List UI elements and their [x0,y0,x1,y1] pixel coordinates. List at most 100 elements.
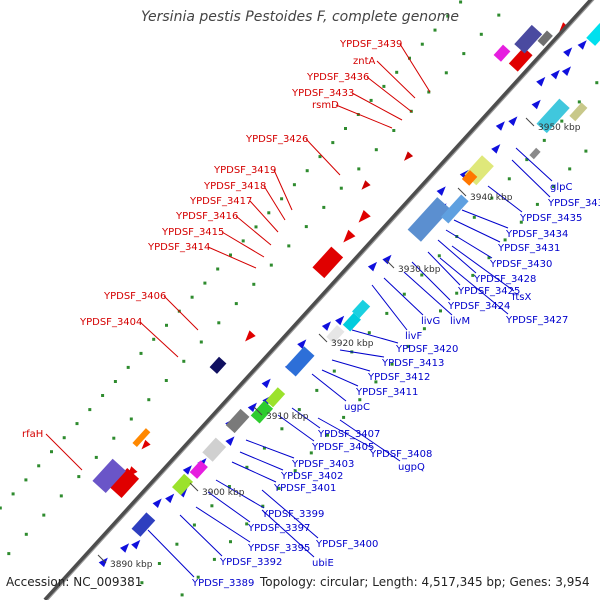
tick-dot [568,167,572,171]
forward-label-leader [261,489,319,539]
forward-gene-arrow [508,116,518,126]
tick-dot [203,281,207,285]
forward-gene-arrow [531,99,541,110]
tick-dot [50,450,53,454]
forward-gene-arrow [119,543,130,553]
forward-label-leader [291,407,321,429]
tick-dot [487,256,491,260]
forward-gene-label: livM [450,316,470,327]
tick-dot [129,417,133,421]
scale-tick [457,187,467,197]
forward-gene-block [326,325,345,344]
scale-labels-layer: 3890 kbp 3900 kbp 3910 kbp 3920 kbp 3930 kbp… [97,117,581,570]
reverse-label-leader [207,246,257,269]
tick-dot [392,129,396,132]
forward-gene-block [407,197,451,242]
reverse-gene-label: YPDSF_3416 [175,211,238,222]
reverse-gene-label: YPDSF_3436 [306,72,369,83]
forward-gene-block [529,147,541,160]
forward-gene-block [352,299,371,319]
tick-dot [88,408,92,412]
tick-dot [305,169,309,173]
tick-dot [113,380,117,383]
tick-dot [420,273,424,277]
forward-gene-block [536,98,570,134]
genome-backbone-layer [43,0,595,600]
tick-dot [24,532,28,536]
reverse-gene-arrow [245,330,256,342]
forward-gene-label: YPDSF_3412 [367,372,430,383]
tick-dot [332,369,336,373]
tick-dot [395,70,399,74]
tick-dot [497,13,501,17]
genome-backbone [43,0,594,600]
tick-dot [229,253,232,257]
tick-dot [560,119,564,123]
tick-dot [277,486,281,490]
tick-dot [287,244,291,248]
forward-gene-label: YPDSF_3395 [247,543,310,554]
forward-gene-block [172,473,193,496]
tick-dot [525,158,529,162]
reverse-gene-block [92,458,126,494]
tick-dot [101,394,105,397]
tick-dot [369,98,373,102]
tick-dot [552,185,556,189]
tick-dot [459,0,463,4]
tick-dot [358,398,362,402]
reverse-gene-block [514,24,543,54]
forward-gene-label: ubiE [312,558,334,569]
forward-label-leader [215,479,265,509]
forward-gene-label: YPDSF_3397 [247,523,310,534]
tick-dot [229,540,232,544]
scale-tick [253,406,263,416]
forward-label-leader [311,373,347,402]
forward-label-leader [411,261,451,301]
forward-label-leader [231,461,277,483]
forward-gene-label: YPDSF_3389 [191,578,254,589]
forward-label-leader [351,329,399,344]
tick-dot [577,100,581,104]
reverse-label-leader [249,200,279,233]
forward-label-leader [487,185,523,213]
tick-dot [472,215,476,219]
tick-dot [315,388,319,392]
tick-dot [62,436,66,440]
tick-dot [212,557,216,561]
reverse-gene-block [508,47,533,72]
forward-label-leader [383,277,424,316]
forward-gene-arrow [225,436,235,446]
forward-gene-label: ugpC [344,402,370,413]
forward-label-leader [453,219,501,243]
tick-dot [75,422,79,426]
scale-label: 3890 kbp [110,560,153,570]
tick-dot [245,522,249,526]
forward-label-leader [147,529,195,578]
tick-dot [357,167,361,171]
forward-gene-arrow [561,66,572,76]
reverse-label-leader [335,104,393,129]
forward-gene-label: YPDSF_3411 [355,387,418,398]
forward-gene-label: YPDSF_3425 [457,286,520,297]
tick-dot [199,340,203,344]
forward-label-leader [515,147,553,182]
reverse-gene-label: YPDSF_3414 [147,242,210,253]
forward-label-leader [403,271,453,316]
scale-label: 3910 kbp [266,412,309,422]
forward-gene-block [250,400,274,424]
tick-dot [37,464,41,468]
tick-dot [444,71,448,75]
tick-dot [374,380,378,384]
tick-dot [140,581,144,585]
tick-dot [309,451,313,455]
reverse-gene-label: YPDSF_3406 [103,291,166,302]
forward-gene-arrow [577,40,587,50]
tick-dot [245,465,249,469]
forward-gene-label: YPDSF_3427 [505,315,568,326]
tick-dot [261,504,265,508]
reverse-gene-arrow [126,466,138,478]
tick-dot [234,302,238,306]
forward-label-leader [245,439,295,459]
tick-dot [112,436,116,440]
forward-label-leader [461,209,509,229]
